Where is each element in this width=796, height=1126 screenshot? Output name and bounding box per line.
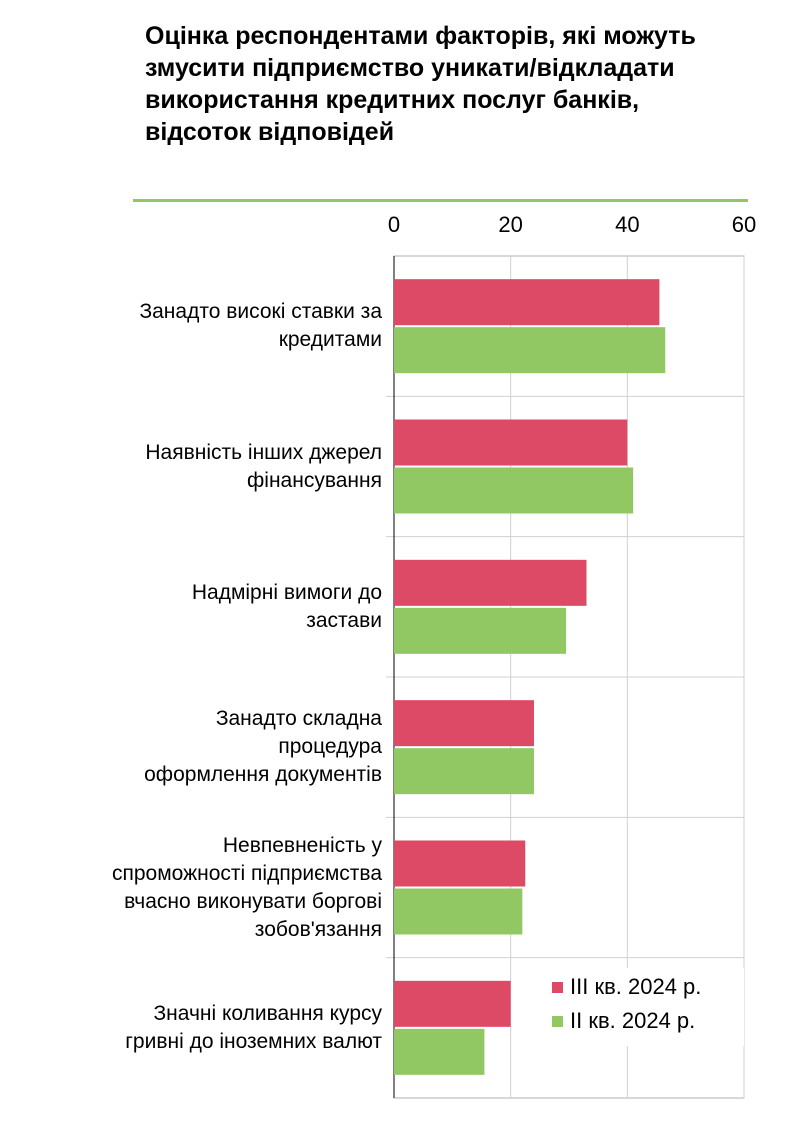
chart-title: Оцінка респондентами факторів, які можут… — [145, 22, 696, 146]
legend-label: III кв. 2024 р. — [570, 974, 701, 999]
category-label: Надмірні вимоги до застави — [191, 580, 382, 632]
legend-swatch — [552, 982, 563, 993]
category-label: Невпевненість у спроможності підприємств… — [112, 833, 382, 941]
title-divider — [133, 199, 748, 202]
category-label: Занадто високі ставки за кредитами — [139, 300, 382, 352]
x-tick-label: 60 — [732, 212, 756, 237]
legend-label: II кв. 2024 р. — [570, 1008, 695, 1033]
x-tick-label: 0 — [388, 212, 400, 237]
bar-series-2 — [394, 888, 523, 935]
category-label: Наявність інших джерел фінансування — [145, 440, 382, 492]
bar-series-1 — [394, 559, 587, 606]
bar-series-1 — [394, 700, 534, 747]
x-tick-label: 40 — [615, 212, 639, 237]
bar-series-2 — [394, 607, 567, 654]
legend-swatch — [552, 1016, 563, 1027]
legend-box — [540, 968, 744, 1046]
bar-series-2 — [394, 467, 634, 514]
bar-series-1 — [394, 980, 511, 1027]
bar-series-2 — [394, 327, 666, 374]
bar-series-1 — [394, 279, 660, 326]
x-tick-label: 20 — [498, 212, 522, 237]
bar-series-2 — [394, 1028, 485, 1075]
category-label: Значні коливання курсу гривні до іноземн… — [125, 1001, 382, 1053]
bar-series-1 — [394, 419, 628, 466]
category-label: Занадто складна процедура оформлення док… — [144, 707, 382, 787]
bar-series-2 — [394, 748, 534, 795]
bar-series-1 — [394, 840, 526, 887]
